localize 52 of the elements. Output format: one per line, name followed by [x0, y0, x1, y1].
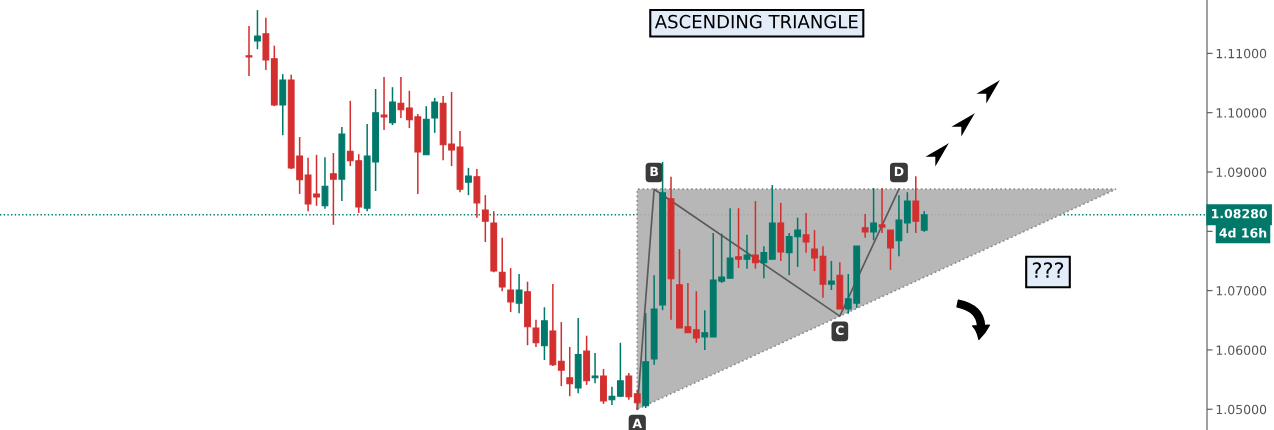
candlestick	[735, 207, 742, 269]
y-tick-label: 1.11000	[1216, 48, 1267, 59]
candlestick	[465, 167, 472, 196]
y-tick-label: 1.07000	[1216, 286, 1267, 296]
candlestick	[329, 152, 337, 226]
candlestick	[431, 97, 439, 134]
candlestick	[515, 273, 523, 314]
annotation: B	[650, 166, 659, 176]
candlestick	[245, 25, 253, 77]
candlestick	[397, 76, 405, 119]
candlestick	[827, 260, 835, 291]
candlestick	[743, 234, 751, 270]
candlestick	[887, 229, 894, 271]
candlestick	[321, 156, 329, 210]
candlestick	[557, 321, 565, 387]
candlestick	[254, 9, 261, 50]
ref-line-label: 1.08280	[1212, 208, 1267, 219]
candlestick	[608, 385, 616, 406]
y-tick-label: 1.10000	[1216, 108, 1267, 118]
text: ASCENDING TRIANGLE	[654, 14, 858, 29]
candlestick	[920, 210, 928, 233]
candlestick	[498, 237, 506, 292]
candlestick	[903, 191, 911, 234]
candlestick	[861, 213, 869, 239]
annotation: A	[632, 418, 643, 428]
candlestick	[591, 352, 599, 384]
annotation: C	[835, 325, 844, 336]
candlestick	[726, 207, 734, 279]
candlestick	[752, 200, 759, 270]
candlestick	[701, 309, 709, 351]
candlestick	[380, 76, 388, 131]
candlestick	[566, 346, 574, 397]
text: 4d 16h	[1219, 227, 1267, 238]
candlestick	[870, 187, 878, 241]
annotation: ???	[1032, 262, 1064, 278]
candlestick	[802, 212, 810, 254]
y-tick-label: 1.09000	[1216, 167, 1267, 177]
candlestick	[760, 245, 768, 279]
candlestick	[616, 342, 624, 398]
candlestick	[532, 318, 540, 348]
y-tick-label: 1.05000	[1216, 404, 1267, 415]
annotation: D	[894, 166, 904, 176]
y-tick-label: 1.06000	[1216, 345, 1267, 355]
candlestick	[895, 194, 903, 257]
candlestick	[912, 175, 920, 234]
candlestick	[389, 86, 396, 126]
candlestick	[625, 372, 633, 401]
candlestick	[507, 267, 515, 313]
candlestick	[633, 388, 641, 411]
candlestick	[878, 187, 886, 234]
candlestick	[481, 194, 489, 243]
candlestick	[692, 290, 700, 344]
